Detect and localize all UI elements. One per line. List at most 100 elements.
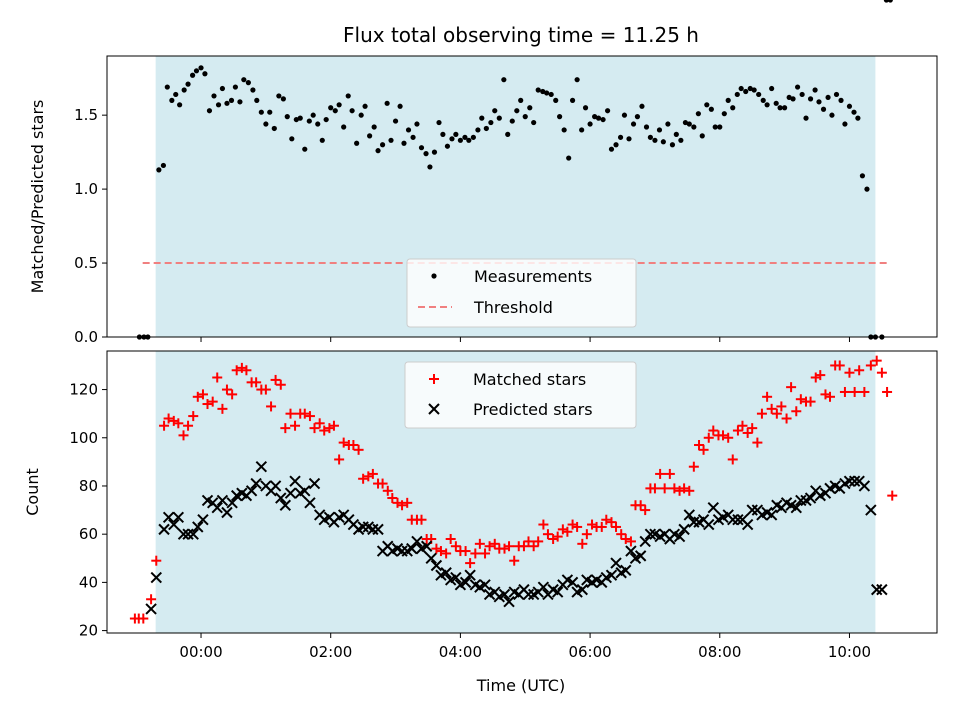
matched-star-point <box>640 505 651 516</box>
predicted-star-point <box>245 485 258 497</box>
predicted-star-point <box>625 545 637 557</box>
matched-star-point <box>146 594 157 605</box>
predicted-star-point <box>870 583 883 596</box>
matched-star-point <box>781 413 792 424</box>
measurement-point <box>807 96 814 102</box>
matched-star-point <box>596 521 607 532</box>
predicted-star-point <box>503 595 515 608</box>
measurement-point <box>169 97 175 103</box>
matched-star-point <box>480 548 491 559</box>
measurement-point <box>630 121 637 127</box>
matched-star-point <box>732 425 743 436</box>
matched-star-point <box>538 519 549 530</box>
measurement-point <box>561 127 567 133</box>
measurement-point <box>315 121 321 127</box>
matched-star-point <box>708 425 719 436</box>
predicted-star-point <box>279 499 292 511</box>
predicted-star-point <box>644 528 657 540</box>
measurement-point <box>505 131 511 137</box>
predicted-star-point <box>804 492 817 504</box>
measurement-point <box>375 148 381 154</box>
measurement-point <box>773 100 779 106</box>
predicted-star-point <box>420 540 433 552</box>
measurement-point <box>522 114 528 120</box>
measurement-point <box>613 142 619 148</box>
predicted-star-point <box>610 557 622 569</box>
measurement-point <box>449 136 455 142</box>
measurement-point <box>379 142 386 148</box>
measurement-point <box>859 173 866 179</box>
measurement-point <box>160 162 167 169</box>
predicted-star-point <box>372 523 384 536</box>
measurement-point <box>228 97 235 103</box>
measurement-point <box>276 93 282 99</box>
measurement-point <box>634 114 641 120</box>
predicted-star-point <box>566 576 579 589</box>
matched-star-point <box>382 485 393 496</box>
matched-star-point <box>151 555 162 566</box>
measurement-point <box>392 118 399 124</box>
measurement-point <box>518 97 524 103</box>
predicted-star-point <box>304 497 316 509</box>
measurement-point <box>341 124 347 130</box>
measurement-point <box>358 112 364 118</box>
ratio-plot-frame <box>106 55 938 338</box>
matched-star-point <box>679 483 690 494</box>
predicted-star-point <box>221 506 233 519</box>
measurement-point <box>427 164 433 170</box>
predicted-star-point <box>425 552 437 564</box>
measurement-point <box>410 134 416 140</box>
predicted-star-point <box>479 579 491 591</box>
predicted-star-point <box>250 477 262 490</box>
measurement-point <box>289 136 295 142</box>
predicted-star-point <box>216 494 229 507</box>
matched-star-point <box>416 514 427 525</box>
measurement-point <box>760 97 766 103</box>
y-tick-label: 0.5 <box>74 254 98 272</box>
measurement-point <box>479 115 485 121</box>
matched-star-point <box>766 403 777 414</box>
matched-star-point <box>528 541 539 552</box>
measurement-point <box>777 105 783 111</box>
matched-star-point <box>659 483 670 494</box>
matched-star-point <box>865 360 876 371</box>
predicted-star-point <box>605 569 618 581</box>
measurement-point <box>665 121 671 127</box>
measurement-point <box>582 105 589 111</box>
measurement-point <box>423 151 429 157</box>
matched-star-point <box>854 365 865 376</box>
predicted-star-point <box>795 494 807 507</box>
predicted-star-point <box>876 583 888 596</box>
measurement-point <box>496 115 502 121</box>
matched-star-point <box>387 493 398 504</box>
measurement-point <box>164 84 170 90</box>
predicted-star-point <box>182 528 194 540</box>
matched-star-point <box>581 529 592 540</box>
measurement-point <box>444 143 451 149</box>
predicted-star-point <box>746 504 758 516</box>
x-tick-label: 08:00 <box>698 643 741 661</box>
y-tick-label: 1.0 <box>74 180 98 198</box>
matched-star-point <box>625 536 636 547</box>
measurement-point <box>574 77 580 83</box>
measurement-point <box>600 116 606 123</box>
matched-star-point <box>795 394 806 405</box>
matched-star-point <box>192 391 203 402</box>
matched-star-point <box>756 408 767 419</box>
measurement-point <box>306 118 312 124</box>
legend-cross-glyph <box>428 403 440 415</box>
matched-star-point <box>533 536 544 547</box>
predicted-star-point <box>187 528 199 540</box>
counts-y-axis-label: Count <box>23 468 42 516</box>
matched-star-point <box>328 420 339 431</box>
measurement-point <box>553 97 559 103</box>
matched-star-point <box>231 365 242 376</box>
predicted-star-point <box>172 511 185 524</box>
predicted-star-point <box>145 603 157 615</box>
measurement-point <box>211 93 217 99</box>
predicted-star-point <box>703 518 715 531</box>
measurement-point <box>466 137 472 143</box>
matched-star-point <box>606 517 617 528</box>
predicted-star-point <box>865 504 877 516</box>
measurement-point <box>488 119 494 126</box>
